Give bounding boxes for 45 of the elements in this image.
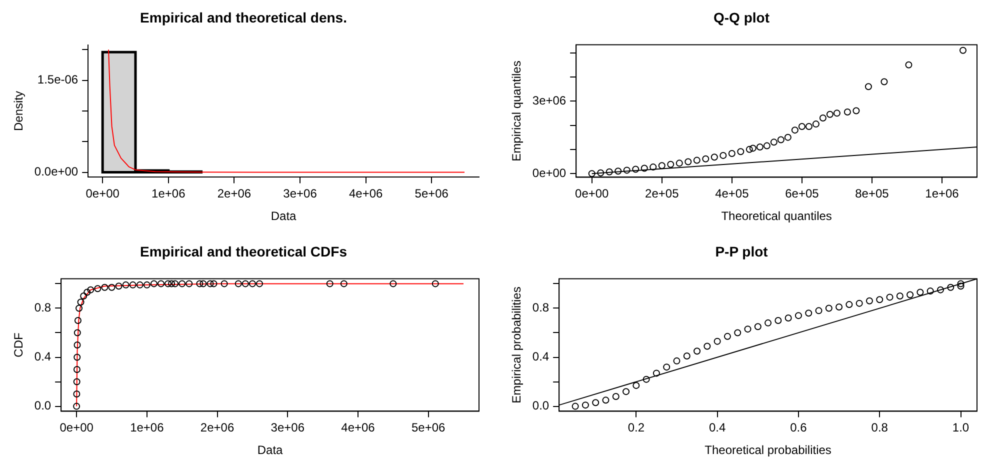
y-tick-label: 0.0e+00 bbox=[34, 164, 78, 179]
x-axis-title: Data bbox=[257, 443, 284, 458]
x-tick-label: 0.8 bbox=[871, 420, 888, 435]
x-tick-label: 8e+05 bbox=[855, 186, 890, 201]
x-tick-label: 4e+06 bbox=[348, 186, 383, 201]
x-tick-label: 0e+00 bbox=[86, 186, 120, 201]
y-tick-label: 0.0 bbox=[532, 398, 550, 413]
x-tick-label: 5e+06 bbox=[414, 186, 449, 201]
y-axis-title: Density bbox=[12, 90, 26, 132]
y-tick-label: 1.5e-06 bbox=[37, 72, 78, 87]
y-tick-label: 0.8 bbox=[34, 300, 52, 315]
x-axis-title: Data bbox=[270, 209, 297, 224]
x-tick-label: 0e+00 bbox=[60, 420, 94, 435]
x-tick-label: 3e+06 bbox=[270, 420, 305, 435]
y-tick-label: 0.0 bbox=[34, 398, 52, 413]
x-tick-label: 6e+05 bbox=[785, 186, 820, 201]
x-tick-label: 0.4 bbox=[708, 420, 726, 435]
chart-title: P-P plot bbox=[715, 243, 768, 260]
y-tick-label: 3e+06 bbox=[532, 93, 566, 108]
x-tick-label: 1e+06 bbox=[130, 420, 164, 435]
x-axis-title: Theoretical quantiles bbox=[721, 209, 832, 224]
x-tick-label: 5e+06 bbox=[411, 420, 446, 435]
y-tick-label: 0.4 bbox=[532, 350, 550, 364]
x-tick-label: 1e+06 bbox=[925, 186, 960, 201]
x-tick-label: 1e+06 bbox=[152, 186, 186, 201]
x-tick-label: 1.0 bbox=[952, 420, 970, 435]
x-axis-title: Theoretical probabilities bbox=[704, 443, 832, 458]
y-axis-title: Empirical probabilities bbox=[510, 286, 524, 404]
y-tick-label: 0.4 bbox=[34, 350, 52, 364]
chart-title: Empirical and theoretical CDFs bbox=[140, 243, 348, 260]
x-tick-label: 2e+06 bbox=[217, 186, 252, 201]
y-axis-title: Empirical quantiles bbox=[510, 60, 524, 162]
chart-title: Empirical and theoretical dens. bbox=[140, 9, 347, 26]
chart-title: Q-Q plot bbox=[714, 9, 770, 26]
y-tick-label: 0.8 bbox=[532, 300, 550, 315]
x-tick-label: 0.2 bbox=[628, 420, 645, 435]
y-axis-title: CDF bbox=[12, 332, 26, 358]
x-tick-label: 0.6 bbox=[790, 420, 808, 435]
x-tick-label: 4e+06 bbox=[341, 420, 376, 435]
x-tick-label: 2e+06 bbox=[200, 420, 234, 435]
x-tick-label: 3e+06 bbox=[283, 186, 318, 201]
x-tick-label: 2e+05 bbox=[645, 186, 680, 201]
x-tick-label: 0e+00 bbox=[575, 186, 610, 201]
y-tick-label: 0e+00 bbox=[532, 166, 566, 180]
x-tick-label: 4e+05 bbox=[715, 186, 750, 201]
